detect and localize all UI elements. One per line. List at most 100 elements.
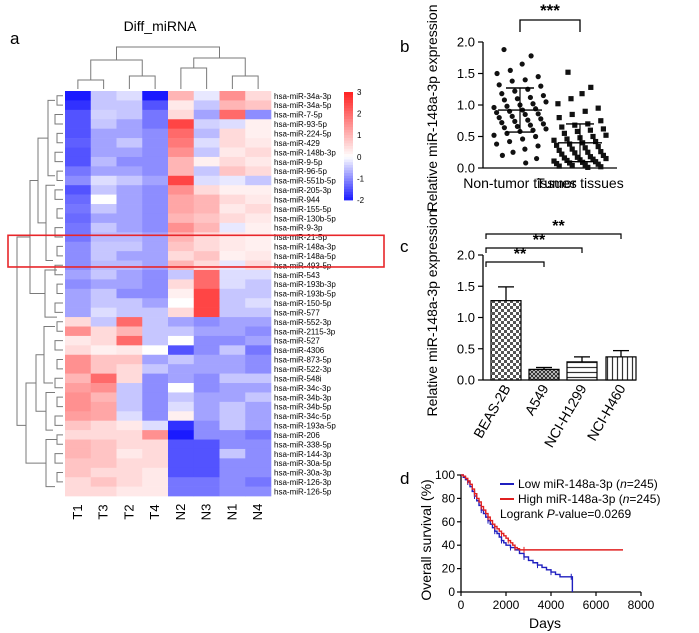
- heatmap-cell: [193, 364, 220, 374]
- data-point: [494, 70, 500, 77]
- heatmap-cell: [245, 128, 272, 139]
- data-point: [540, 121, 547, 127]
- heatmap-cell: [193, 411, 220, 421]
- color-scale-segment: [344, 170, 353, 174]
- heatmap-column-label: N3: [199, 504, 214, 521]
- panel-b-points: [491, 46, 609, 170]
- data-point: [527, 94, 534, 101]
- heatmap-cell: [116, 448, 143, 459]
- heatmap-cell: [90, 279, 117, 290]
- heatmap-cell: [116, 354, 143, 365]
- heatmap-cell: [116, 383, 143, 393]
- heatmap-cell: [116, 128, 143, 139]
- data-point: [574, 128, 580, 135]
- heatmap-cell: [90, 335, 117, 346]
- heatmap-cell: [245, 185, 272, 195]
- dendrogram-branch: [116, 46, 220, 60]
- heatmap-cell: [142, 467, 169, 478]
- heatmap-cell: [245, 486, 272, 497]
- color-scale-tick: 1: [357, 131, 362, 140]
- heatmap-column-label: T4: [147, 504, 162, 519]
- heatmap-cell: [116, 467, 143, 478]
- heatmap-cell: [193, 147, 220, 158]
- dendrogram-branch: [54, 302, 63, 313]
- heatmap-cell: [168, 298, 195, 308]
- data-point: [555, 101, 561, 107]
- heatmap-cell: [219, 91, 246, 101]
- heatmap-row-label: hsa-miR-193b-3p: [274, 280, 336, 289]
- heatmap-cell: [193, 260, 220, 271]
- heatmap-cell: [90, 392, 117, 403]
- heatmap-cell: [168, 448, 195, 459]
- heatmap-cell: [142, 411, 169, 421]
- survival-curve: [461, 474, 623, 551]
- panel-d-curves: [461, 474, 623, 592]
- heatmap-cell: [245, 298, 272, 308]
- data-point: [561, 130, 567, 136]
- dendrogram-branch: [45, 391, 55, 431]
- heatmap-cell: [193, 119, 220, 129]
- heatmap-cell: [168, 467, 195, 478]
- heatmap-cell: [142, 156, 169, 167]
- heatmap-cell: [90, 175, 117, 186]
- y-tick-label: 1.0: [457, 98, 475, 113]
- heatmap-row-label: hsa-miR-4306: [274, 346, 325, 355]
- heatmap-cell: [193, 307, 220, 318]
- color-scale-segment: [344, 178, 353, 182]
- heatmap-cell: [142, 175, 169, 186]
- color-scale-segment: [344, 102, 353, 106]
- color-scale-segment: [344, 189, 353, 193]
- heatmap-cell: [193, 467, 220, 478]
- heatmap-cell: [65, 166, 92, 177]
- heatmap-cell: [116, 458, 143, 469]
- x-category-label: Tumor tissues: [536, 175, 623, 191]
- heatmap-cell: [245, 194, 272, 205]
- heatmap-cell: [168, 307, 195, 318]
- heatmap-cell: [116, 91, 143, 101]
- color-scale-segment: [344, 143, 353, 147]
- heatmap-cell: [116, 251, 143, 261]
- heatmap-cell: [219, 109, 246, 120]
- heatmap-cell: [168, 147, 195, 158]
- heatmap-cell: [116, 326, 143, 337]
- significance-bracket: [485, 247, 583, 253]
- heatmap-cell: [219, 420, 246, 431]
- panel-b-letter: b: [400, 37, 409, 56]
- heatmap-cell: [65, 213, 92, 224]
- heatmap-cell: [65, 467, 92, 478]
- data-point: [551, 137, 557, 143]
- heatmap-cell: [219, 373, 246, 384]
- panel-c-ylabel: Relative miR-148a-3p expression: [424, 210, 440, 417]
- heatmap-cell: [245, 401, 272, 412]
- heatmap-row-labels: hsa-miR-34a-3phsa-miR-34a-5phsa-miR-7-5p…: [274, 92, 336, 497]
- heatmap-cell: [168, 486, 195, 497]
- data-point: [509, 113, 515, 119]
- x-tick-label: 2000: [493, 598, 520, 612]
- legend-paren-open: (: [613, 477, 620, 491]
- heatmap-cell: [168, 109, 195, 120]
- heatmap-cell: [90, 373, 117, 384]
- heatmap-cell: [219, 175, 246, 186]
- heatmap-cell: [90, 448, 117, 459]
- panel-c-significance: ** ** **: [485, 218, 622, 267]
- heatmap-cell: [168, 420, 195, 431]
- heatmap-cell: [116, 279, 143, 290]
- data-point: [494, 141, 500, 147]
- y-tick-label: 0.0: [457, 161, 475, 176]
- data-point: [491, 104, 497, 111]
- heatmap-cell: [245, 288, 272, 299]
- heatmap-cell: [90, 298, 117, 308]
- heatmap-cell: [245, 439, 272, 450]
- heatmap-row-label: hsa-miR-144-3p: [274, 450, 332, 459]
- heatmap-cell: [219, 448, 246, 459]
- heatmap-cell: [142, 138, 169, 148]
- x-tick-label: 4000: [538, 598, 565, 612]
- heatmap-cell: [245, 411, 272, 421]
- heatmap-row-label: hsa-miR-944: [274, 195, 320, 204]
- heatmap-cell: [219, 486, 246, 497]
- heatmap-cell: [90, 138, 117, 148]
- data-point: [585, 164, 591, 170]
- heatmap-cell: [116, 269, 143, 280]
- heatmap-row-label: hsa-miR-206: [274, 431, 320, 440]
